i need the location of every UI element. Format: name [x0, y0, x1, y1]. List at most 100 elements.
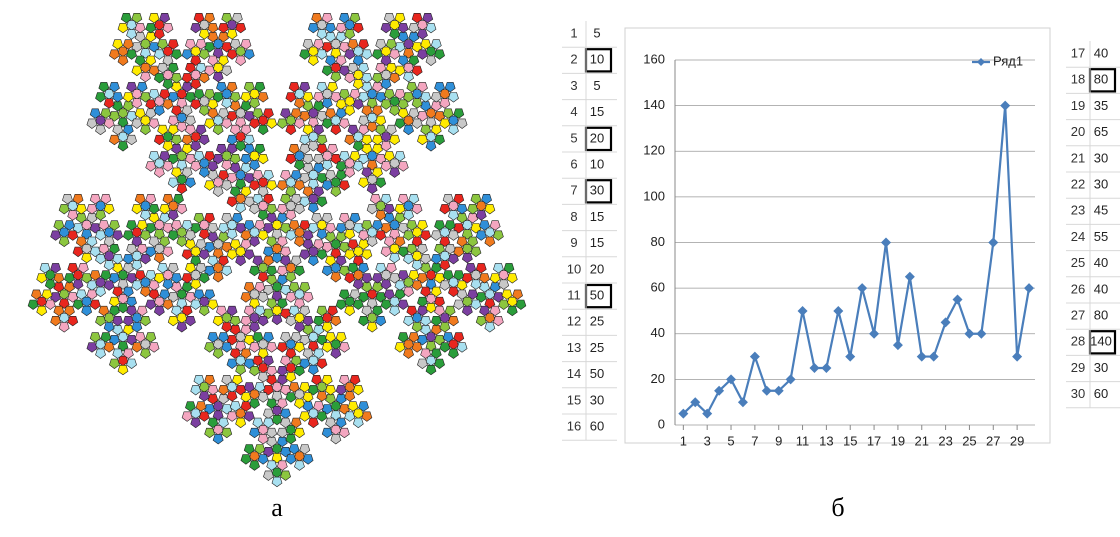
pentagon	[131, 322, 143, 333]
pentagon	[389, 134, 401, 146]
pentagon	[159, 289, 171, 300]
pentagon	[358, 263, 369, 274]
pentagon	[344, 273, 356, 284]
pentagon	[252, 108, 264, 119]
marker	[749, 351, 760, 362]
pentagon	[411, 98, 423, 109]
pentagon	[207, 161, 219, 172]
pentagon	[475, 315, 487, 327]
pentagon	[153, 134, 165, 146]
pentagon	[134, 270, 146, 281]
pentagon	[235, 203, 247, 214]
pentagon	[249, 265, 260, 277]
pentagon	[484, 204, 496, 215]
pentagon	[100, 332, 112, 343]
pentagon	[394, 280, 406, 291]
pentagon	[221, 180, 233, 191]
pentagon	[198, 49, 210, 60]
y-tick-label: 120	[643, 143, 665, 158]
row-number: 24	[1071, 229, 1085, 244]
row-number: 17	[1071, 46, 1085, 61]
pentagon	[181, 249, 193, 260]
pentagon	[218, 23, 229, 34]
y-tick-label: 20	[651, 371, 665, 386]
pentagon	[109, 296, 120, 308]
pentagon	[240, 392, 252, 403]
pentagon	[280, 194, 291, 205]
pentagon	[131, 342, 143, 353]
pentagon	[316, 391, 328, 402]
pentagon	[375, 124, 387, 136]
pentagon	[103, 236, 115, 247]
pentagon	[229, 401, 241, 412]
pentagon	[109, 305, 120, 317]
pentagon	[461, 305, 473, 317]
pentagon	[339, 180, 350, 191]
pentagon	[240, 92, 252, 103]
pentagon	[302, 239, 314, 250]
pentagon	[335, 55, 347, 66]
pentagon	[313, 315, 325, 327]
pentagon	[361, 134, 373, 146]
pentagon	[257, 186, 269, 197]
pentagon	[321, 13, 333, 24]
pentagon	[140, 210, 151, 221]
pentagon	[100, 194, 112, 205]
pentagon	[120, 13, 132, 24]
pentagon	[216, 305, 227, 317]
pentagon	[134, 332, 146, 343]
pentagon	[352, 417, 364, 429]
marker	[761, 385, 772, 396]
pentagon	[276, 460, 288, 471]
pentagon	[335, 417, 347, 429]
pentagon	[411, 204, 423, 215]
cell-value: 45	[1094, 203, 1108, 218]
row-number: 6	[570, 157, 577, 172]
pentagon	[361, 73, 373, 84]
pentagon	[385, 263, 397, 274]
pentagon	[257, 434, 269, 445]
pentagon	[417, 296, 428, 308]
pentagon	[77, 263, 89, 274]
pentagon	[288, 144, 300, 155]
pentagon	[103, 322, 115, 333]
pentagon	[467, 236, 479, 247]
pentagon	[349, 374, 361, 386]
pentagon	[294, 365, 305, 377]
pentagon	[313, 348, 325, 359]
pentagon	[181, 273, 193, 284]
x-tick-label: 25	[962, 433, 976, 448]
marker	[714, 385, 725, 396]
pentagon	[257, 392, 269, 403]
pentagon	[112, 92, 124, 103]
pentagon	[475, 210, 487, 221]
pentagon	[316, 82, 328, 93]
pentagon	[207, 255, 219, 267]
pentagon	[408, 55, 420, 66]
pentagon	[420, 286, 432, 298]
pentagon	[484, 322, 496, 333]
pentagon	[347, 401, 359, 412]
pentagon	[109, 82, 120, 93]
pentagon	[221, 265, 233, 277]
pentagon	[50, 230, 61, 241]
pentagon	[153, 273, 165, 284]
marker	[809, 362, 820, 373]
pentagon	[204, 65, 215, 77]
pentagon	[352, 79, 364, 90]
pentagon	[131, 65, 143, 77]
pentagon	[430, 348, 442, 359]
pentagon	[294, 204, 305, 215]
pentagon	[252, 255, 264, 267]
pentagon	[72, 246, 84, 258]
pentagon	[176, 204, 188, 215]
pentagon	[339, 213, 350, 224]
pentagon	[352, 279, 364, 290]
pentagon	[198, 229, 210, 240]
pentagon	[420, 348, 432, 359]
pentagon	[207, 385, 219, 396]
cell-value: 35	[1094, 98, 1108, 113]
marker	[880, 237, 891, 248]
pentagon	[498, 299, 510, 310]
pentagon	[140, 254, 151, 265]
